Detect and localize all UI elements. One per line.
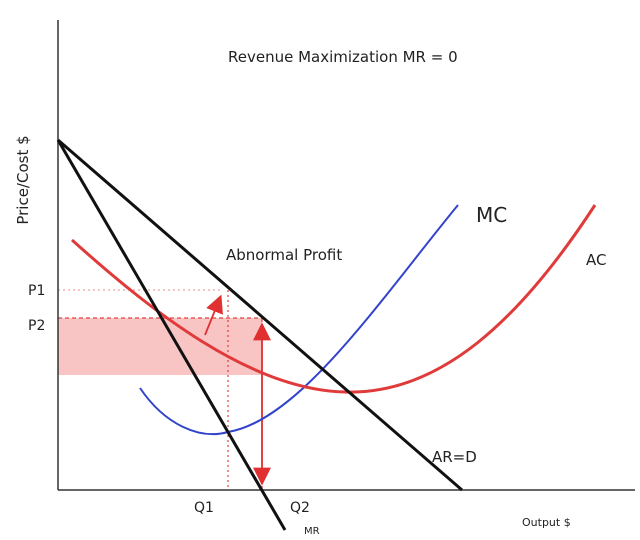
- mr-line: [56, 139, 287, 531]
- mc-label: MC: [476, 203, 507, 227]
- annotation: Abnormal Profit: [226, 246, 342, 264]
- mr-label: MR: [304, 526, 320, 537]
- quantity-label: Q2: [290, 500, 310, 516]
- price-label: P1: [28, 283, 45, 299]
- quantity-label: Q1: [194, 500, 214, 516]
- y-axis-label: Price/Cost $: [14, 135, 32, 224]
- profit-area: [58, 318, 262, 375]
- ac-curve: [70, 204, 597, 394]
- ar-d-line: [57, 138, 463, 492]
- title: Revenue Maximization MR = 0: [228, 48, 458, 66]
- price-label: P2: [28, 318, 45, 334]
- mc-curve: [139, 204, 459, 436]
- x-axis-label: Output $: [522, 516, 571, 529]
- ac-label: AC: [586, 251, 606, 269]
- profit-arrow: [204, 294, 223, 336]
- ar-d-label: AR=D: [432, 448, 477, 466]
